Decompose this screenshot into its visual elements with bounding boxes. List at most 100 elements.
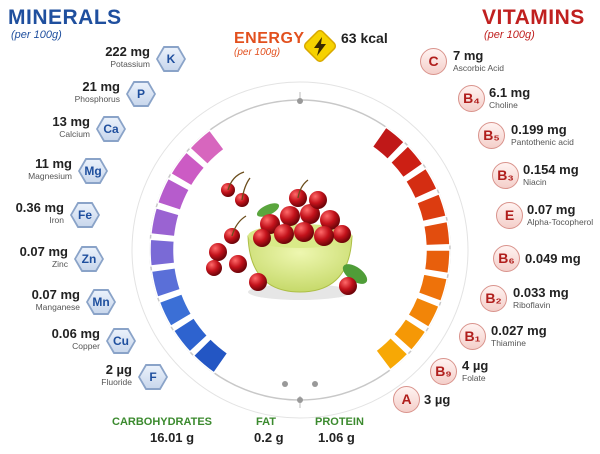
- iron-badge-icon: Fe: [70, 202, 100, 228]
- vitamin-b1-badge-icon: B₁: [459, 323, 486, 350]
- vitamin-name: Pantothenic acid: [511, 137, 574, 147]
- vitamin-amount: 6.1 mg: [489, 85, 531, 100]
- vitamin-row-c: C 7 mg Ascorbic Acid: [420, 48, 600, 80]
- fluoride-badge-icon: F: [138, 364, 168, 390]
- mineral-amount: 222 mg: [105, 44, 150, 59]
- vitamin-bar: [404, 167, 439, 200]
- mineral-name: Fluoride: [101, 377, 132, 387]
- carbohydrates-label: CARBOHYDRATES: [112, 416, 213, 428]
- vitamin-row-b9: B₉ 4 µg Folate: [430, 358, 600, 390]
- mineral-amount: 13 mg: [52, 114, 90, 129]
- manganese-badge-icon: Mn: [86, 289, 116, 315]
- outer-ring: [131, 81, 469, 419]
- calcium-badge-icon: Ca: [96, 116, 126, 142]
- cherry-bowl-illustration: [206, 171, 368, 300]
- mineral-name: Zinc: [51, 259, 68, 269]
- vitamin-b2-badge-icon: B₂: [480, 285, 507, 312]
- vitamin-amount: 4 µg: [462, 358, 489, 373]
- vitamin-bar: [423, 249, 451, 275]
- vitamin-name: Thiamine: [491, 338, 526, 348]
- mineral-row-manganese: 0.07 mg Manganese Mn: [0, 287, 120, 319]
- magnesium-badge-icon: Mg: [78, 158, 108, 184]
- vitamin-bar: [417, 273, 449, 303]
- carbohydrates-value: 16.01 g: [150, 430, 195, 445]
- mineral-bar: [172, 316, 209, 353]
- vitamin-name: Ascorbic Acid: [453, 63, 505, 73]
- mineral-name: Copper: [72, 341, 100, 351]
- vitamin-amount: 3 µg: [424, 392, 451, 407]
- mineral-amount: 0.07 mg: [19, 244, 68, 259]
- vitamin-e-badge-icon: E: [496, 202, 523, 229]
- vitamin-amount: 0.07 mg: [527, 202, 576, 217]
- vitamin-row-e: E 0.07 mg Alpha-Tocopherol: [496, 202, 600, 234]
- phosphorus-badge-icon: P: [126, 81, 156, 107]
- vitamin-b5-badge-icon: B₅: [478, 122, 505, 149]
- mineral-amount: 11 mg: [35, 156, 72, 171]
- mineral-amount: 0.07 mg: [31, 287, 80, 302]
- mineral-bar: [188, 129, 226, 166]
- protein-value: 1.06 g: [318, 430, 355, 445]
- mineral-bars: [149, 129, 229, 374]
- vitamin-b4-badge-icon: B₄: [458, 85, 485, 112]
- vitamin-b6-badge-icon: B₆: [493, 245, 520, 272]
- mineral-amount: 0.36 mg: [15, 200, 64, 215]
- vitamins-title: VITAMINS: [482, 6, 585, 29]
- energy-subtitle: (per 100g): [234, 47, 281, 58]
- vitamin-bar: [389, 144, 424, 179]
- vitamin-bar: [371, 126, 406, 161]
- vitamin-bar: [422, 220, 451, 247]
- vitamin-amount: 7 mg: [453, 48, 484, 63]
- mineral-row-zinc: 0.07 mg Zinc Zn: [0, 244, 108, 276]
- fat-label: FAT: [256, 416, 276, 428]
- vitamin-row-b1: B₁ 0.027 mg Thiamine: [459, 323, 600, 355]
- mineral-name: Calcium: [59, 129, 90, 139]
- vitamin-bar: [374, 336, 409, 371]
- vitamin-row-a: A 3 µg: [393, 386, 473, 418]
- mineral-row-calcium: 13 mg Calcium Ca: [0, 114, 130, 146]
- potassium-badge-icon: K: [156, 46, 186, 72]
- vitamin-b3-badge-icon: B₃: [492, 162, 519, 189]
- vitamin-a-badge-icon: A: [393, 386, 420, 413]
- vitamin-amount: 0.033 mg: [513, 285, 569, 300]
- vitamin-amount: 0.027 mg: [491, 323, 547, 338]
- mineral-row-copper: 0.06 mg Copper Cu: [0, 326, 140, 358]
- mineral-name: Magnesium: [28, 171, 72, 181]
- vitamins-subtitle: (per 100g): [484, 29, 535, 41]
- zinc-badge-icon: Zn: [74, 246, 104, 272]
- lightning-bolt-icon: [303, 29, 337, 63]
- vitamin-row-b2: B₂ 0.033 mg Riboflavin: [480, 285, 600, 317]
- vitamin-bars: [371, 126, 451, 371]
- energy-title: ENERGY: [234, 30, 305, 47]
- vitamin-name: Niacin: [523, 177, 547, 187]
- vitamin-row-b3: B₃ 0.154 mg Niacin: [492, 162, 600, 194]
- mineral-row-potassium: 222 mg Potassium K: [0, 44, 190, 76]
- vitamin-bar: [415, 192, 448, 223]
- mineral-row-iron: 0.36 mg Iron Fe: [0, 200, 104, 232]
- fat-value: 0.2 g: [254, 430, 284, 445]
- vitamin-name: Folate: [462, 373, 486, 383]
- mineral-name: Phosphorus: [74, 94, 120, 104]
- vitamin-row-b5: B₅ 0.199 mg Pantothenic acid: [478, 122, 600, 154]
- mineral-name: Manganese: [35, 302, 80, 312]
- vitamin-name: Riboflavin: [513, 300, 551, 310]
- mineral-amount: 0.06 mg: [51, 326, 100, 341]
- mineral-bar: [156, 177, 191, 212]
- vitamin-amount: 0.199 mg: [511, 122, 567, 137]
- mineral-bar: [192, 337, 229, 374]
- mineral-bar: [150, 266, 182, 299]
- mineral-row-fluoride: 2 µg Fluoride F: [0, 362, 172, 394]
- vitamin-bar: [406, 296, 441, 329]
- protein-label: PROTEIN: [315, 416, 364, 428]
- vitamin-name: Choline: [489, 100, 518, 110]
- mineral-row-magnesium: 11 mg Magnesium Mg: [0, 156, 112, 188]
- tick-dots: [282, 98, 318, 403]
- copper-badge-icon: Cu: [106, 328, 136, 354]
- mineral-amount: 21 mg: [82, 79, 120, 94]
- vitamin-amount: 0.049 mg: [525, 251, 581, 266]
- mineral-name: Iron: [49, 215, 64, 225]
- mineral-row-phosphorus: 21 mg Phosphorus P: [0, 79, 160, 111]
- vitamin-row-b4: B₄ 6.1 mg Choline: [458, 85, 600, 117]
- mineral-bar: [149, 238, 176, 267]
